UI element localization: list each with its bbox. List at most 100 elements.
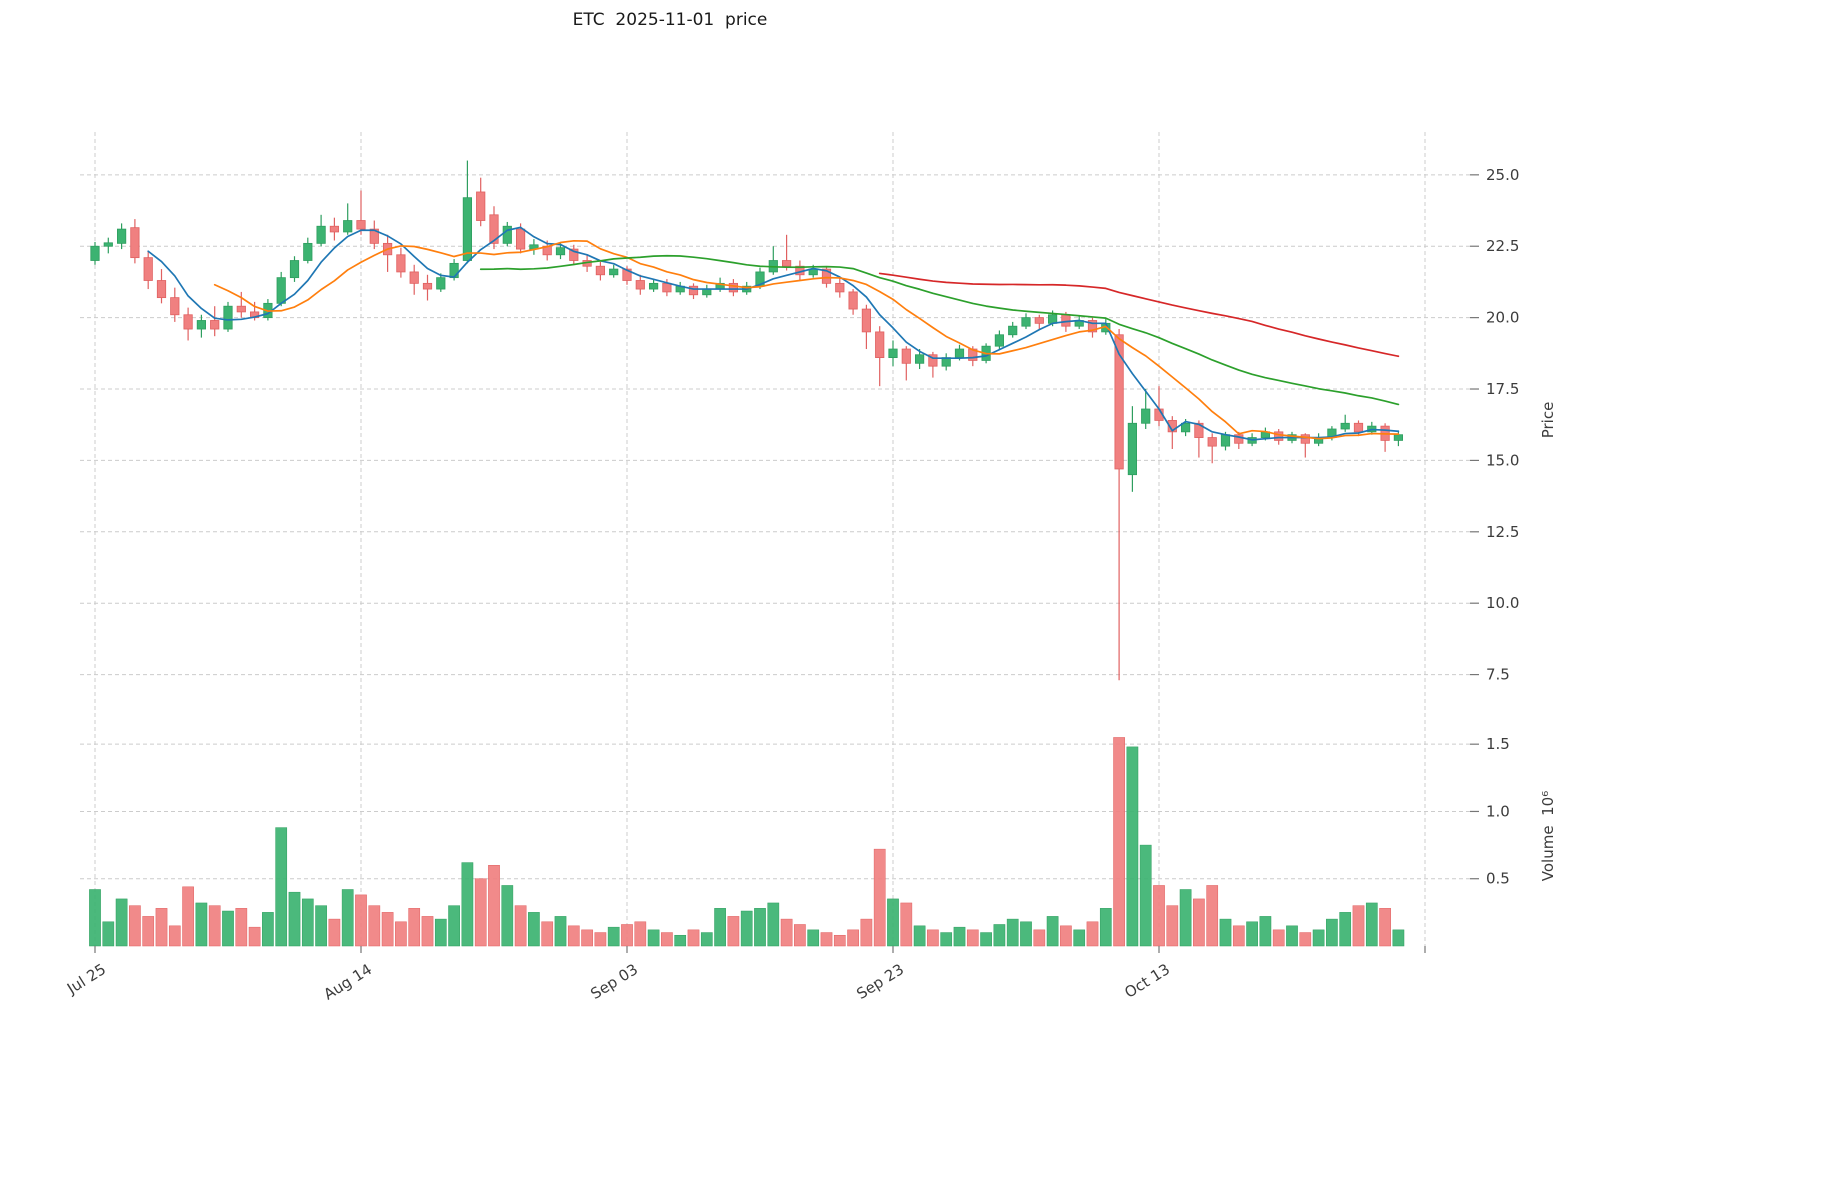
candle-body	[1353, 422, 1364, 433]
volume-bar	[687, 929, 700, 947]
volume-bar	[887, 898, 899, 947]
volume-bar	[395, 921, 407, 947]
candle-body	[1167, 420, 1177, 433]
volume-bar	[208, 905, 221, 947]
volume-bar	[873, 848, 886, 947]
volume-bar	[195, 902, 208, 947]
candle-body	[1061, 314, 1071, 327]
candle-body	[649, 282, 659, 290]
ma-line-sma10	[213, 239, 1400, 440]
volume-bar	[368, 905, 381, 947]
ma-line-sma60	[878, 272, 1400, 358]
price-tick-label: 20.0	[1486, 309, 1519, 327]
volume-bar	[807, 929, 820, 947]
candle-body	[462, 197, 473, 261]
candle-body	[316, 225, 326, 244]
candle-body	[702, 288, 712, 296]
volume-bar	[953, 926, 966, 947]
volume-bar	[1339, 912, 1352, 947]
candle-body	[1220, 434, 1231, 447]
volume-bar	[89, 889, 101, 947]
volume-bar	[740, 910, 753, 947]
candle-body	[356, 220, 366, 230]
volume-bar	[434, 918, 447, 947]
volume-bar	[674, 934, 687, 947]
volume-bar	[275, 827, 288, 947]
candle-body	[835, 282, 845, 293]
volume-bar	[647, 929, 660, 947]
candle-body	[223, 305, 233, 330]
volume-bar	[1246, 921, 1258, 947]
candle-body	[688, 285, 699, 296]
volume-bar	[222, 910, 234, 947]
volume-bar	[408, 908, 421, 947]
candle-body	[409, 271, 419, 284]
candle-body	[90, 245, 100, 261]
volume-bar	[461, 862, 474, 947]
volume-bar	[1099, 908, 1112, 947]
candle-body	[103, 242, 113, 247]
volume-bar	[1286, 925, 1298, 947]
price-tick-label: 15.0	[1486, 451, 1519, 469]
candle-body	[728, 282, 739, 293]
candle-body	[236, 305, 246, 313]
volume-bar	[1033, 929, 1046, 947]
volume-bar	[913, 925, 926, 947]
candle-body	[276, 277, 286, 304]
volume-bar	[1086, 921, 1099, 947]
volume-bar	[474, 878, 487, 947]
moving-average-lines	[147, 226, 1400, 441]
candle-body	[170, 297, 180, 316]
price-tick-label: 17.5	[1486, 380, 1519, 398]
volume-bar	[1352, 905, 1365, 947]
volume-bar	[1020, 921, 1032, 947]
candle-body	[303, 242, 313, 261]
volume-bar	[980, 932, 992, 947]
gridlines	[80, 132, 1470, 946]
candle-body	[609, 268, 619, 276]
volume-bar	[794, 924, 806, 947]
volume-bar	[1365, 902, 1378, 947]
volume-bar	[541, 921, 554, 947]
candle-body	[1234, 434, 1244, 444]
candle-body	[875, 331, 885, 359]
volume-bar	[115, 898, 128, 947]
volume-axis-label: Volume 10⁶	[1539, 790, 1557, 882]
volume-bar	[594, 932, 607, 947]
volume-bar	[514, 905, 527, 947]
volume-bar	[1232, 925, 1245, 947]
candle-body	[502, 225, 512, 244]
price-tick-label: 10.0	[1486, 594, 1519, 612]
volume-bar	[1073, 929, 1086, 947]
candle-body	[848, 291, 858, 310]
volume-bar	[248, 926, 261, 947]
volume-bar	[235, 908, 248, 947]
volume-bar	[1272, 929, 1285, 947]
volume-bar	[1206, 885, 1219, 947]
candle-body	[489, 214, 499, 244]
volume-bar	[621, 924, 633, 947]
candle-body	[369, 228, 379, 244]
volume-bar	[940, 932, 953, 947]
volume-bar	[780, 918, 793, 947]
candle-body	[1048, 314, 1058, 324]
candle-body	[915, 354, 925, 364]
candle-body	[130, 227, 140, 259]
candle-body	[821, 268, 832, 284]
candle-body	[329, 225, 340, 233]
volume-tick-label: 0.5	[1486, 870, 1510, 888]
volume-bar	[155, 908, 168, 947]
candle-body	[1300, 434, 1310, 444]
volume-bar	[355, 894, 367, 947]
volume-bar	[700, 932, 713, 947]
candle-body	[143, 257, 153, 281]
volume-bar	[1006, 918, 1019, 947]
volume-bar	[567, 925, 580, 947]
candle-body	[1141, 408, 1151, 424]
candle-body	[1393, 434, 1403, 441]
date-tick-label: Sep 23	[853, 960, 907, 1003]
candle-body	[861, 308, 872, 333]
price-tick-label: 22.5	[1486, 237, 1519, 255]
price-tick-label: 7.5	[1486, 666, 1510, 684]
